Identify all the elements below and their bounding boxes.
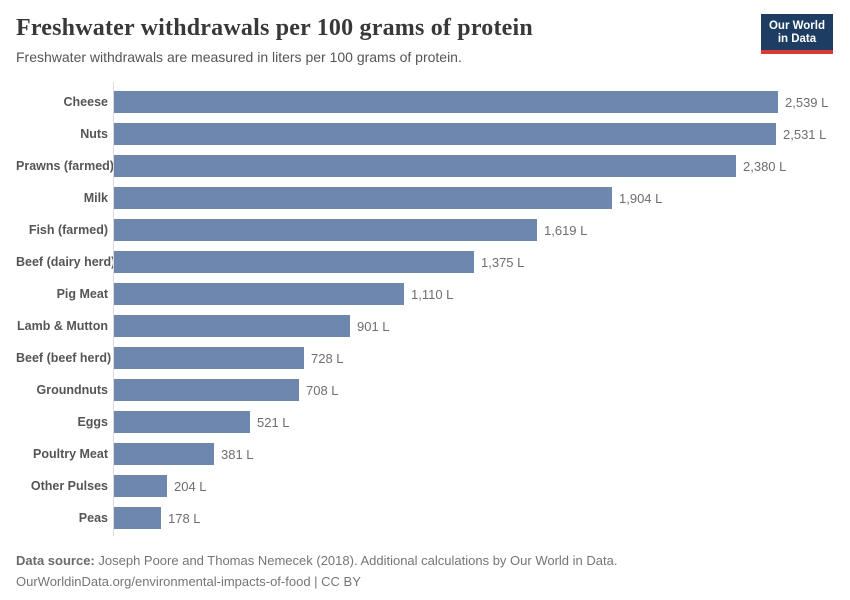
owid-logo-line2: in Data <box>777 33 817 45</box>
category-label: Eggs <box>77 415 108 429</box>
category-label: Nuts <box>80 127 108 141</box>
chart-footer: Data source: Joseph Poore and Thomas Nem… <box>16 550 834 592</box>
value-label: 178 L <box>168 510 201 526</box>
value-label: 2,539 L <box>785 94 829 110</box>
category-label: Fish (farmed) <box>28 223 108 237</box>
bar-row: Fish (farmed) 1,619 L <box>16 214 834 246</box>
bar-row: Milk 1,904 L <box>16 182 834 214</box>
bar-row: Peas 178 L <box>16 502 834 534</box>
value-label: 1,619 L <box>544 222 588 238</box>
owid-logo[interactable]: Our World in Data <box>760 14 833 54</box>
bar-row: Nuts 2,531 L <box>16 118 834 150</box>
bar-eggs[interactable] <box>114 411 250 433</box>
chart-subtitle: Freshwater withdrawals are measured in l… <box>16 49 462 65</box>
category-label: Beef (dairy herd) <box>16 255 116 269</box>
category-label: Peas <box>78 511 108 525</box>
value-label: 1,375 L <box>481 254 525 270</box>
bar-row: Beef (beef herd) 728 L <box>16 342 834 374</box>
value-label: 204 L <box>174 478 207 494</box>
bar-nuts[interactable] <box>114 123 776 145</box>
value-label: 2,531 L <box>783 126 827 142</box>
bar-chart: Cheese 2,539 L Nuts 2,531 L Prawns (farmed) 2… <box>16 82 834 536</box>
bar-other-pulses[interactable] <box>114 475 167 497</box>
bar-poultry-meat[interactable] <box>114 443 214 465</box>
category-label: Prawns (farmed) <box>16 159 114 173</box>
bar-peas[interactable] <box>114 507 161 529</box>
chart-header: Freshwater withdrawals per 100 grams of … <box>16 14 834 65</box>
value-label: 901 L <box>357 318 390 334</box>
chart-title: Freshwater withdrawals per 100 grams of … <box>16 15 533 41</box>
value-label: 381 L <box>221 446 254 462</box>
value-label: 1,904 L <box>619 190 663 206</box>
bar-fish-farmed[interactable] <box>114 219 537 241</box>
category-label: Poultry Meat <box>32 447 108 461</box>
y-axis-line <box>113 82 114 536</box>
bar-row: Other Pulses 204 L <box>16 470 834 502</box>
bar-row: Beef (dairy herd) 1,375 L <box>16 246 834 278</box>
category-label: Other Pulses <box>30 479 108 493</box>
category-label: Lamb & Mutton <box>17 319 108 333</box>
owid-logo-line1: Our World <box>768 20 825 32</box>
bar-row: Prawns (farmed) 2,380 L <box>16 150 834 182</box>
bar-beef-beef-herd[interactable] <box>114 347 304 369</box>
category-label: Groundnuts <box>36 383 108 397</box>
bar-row: Eggs 521 L <box>16 406 834 438</box>
category-label: Milk <box>83 191 108 205</box>
category-label: Cheese <box>63 95 108 109</box>
value-label: 521 L <box>257 414 290 430</box>
bar-row: Poultry Meat 381 L <box>16 438 834 470</box>
data-source-text: Joseph Poore and Thomas Nemecek (2018). … <box>98 553 618 568</box>
bar-milk[interactable] <box>114 187 612 209</box>
data-source-label: Data source: <box>16 553 95 568</box>
citation-line: OurWorldinData.org/environmental-impacts… <box>16 574 361 589</box>
bar-row: Pig Meat 1,110 L <box>16 278 834 310</box>
bar-row: Cheese 2,539 L <box>16 86 834 118</box>
value-label: 708 L <box>306 382 339 398</box>
value-label: 2,380 L <box>743 158 787 174</box>
bar-row: Lamb & Mutton 901 L <box>16 310 834 342</box>
bar-groundnuts[interactable] <box>114 379 299 401</box>
bar-prawns-farmed[interactable] <box>114 155 736 177</box>
value-label: 1,110 L <box>411 286 454 302</box>
bar-pig-meat[interactable] <box>114 283 404 305</box>
bar-row: Groundnuts 708 L <box>16 374 834 406</box>
bar-beef-dairy-herd[interactable] <box>114 251 474 273</box>
bar-lamb-mutton[interactable] <box>114 315 350 337</box>
bar-cheese[interactable] <box>114 91 778 113</box>
category-label: Beef (beef herd) <box>16 351 112 365</box>
data-source-line: Data source: Joseph Poore and Thomas Nem… <box>16 550 834 571</box>
value-label: 728 L <box>311 350 344 366</box>
category-label: Pig Meat <box>56 287 108 301</box>
